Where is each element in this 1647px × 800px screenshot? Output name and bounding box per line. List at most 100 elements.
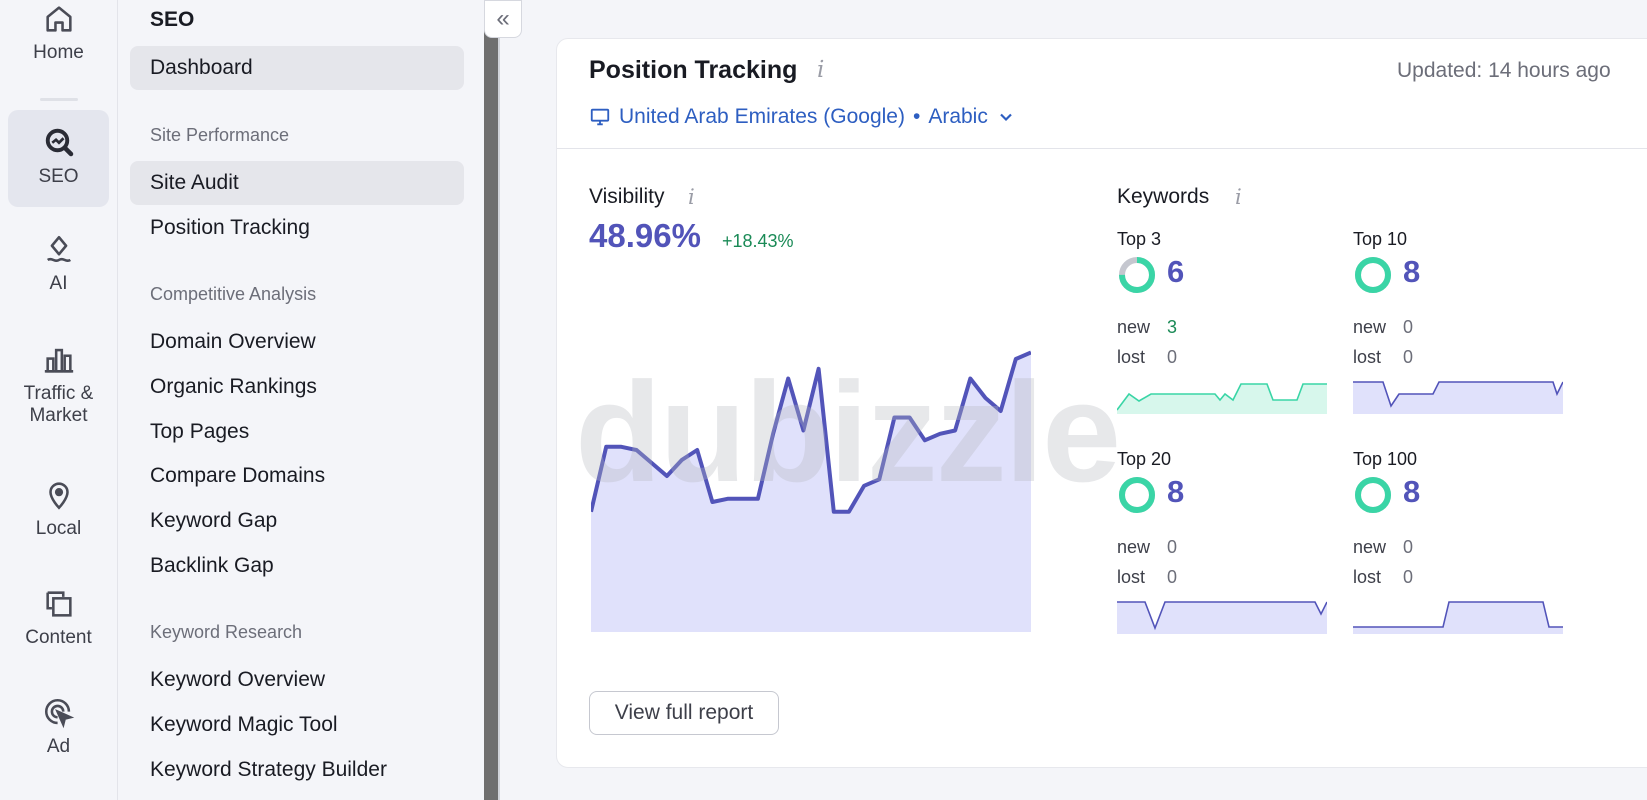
view-full-report-button[interactable]: View full report: [589, 691, 779, 735]
kw-group-top100[interactable]: Top 100 8 new 0 lost 0: [1353, 449, 1573, 649]
menu-item-keyword-gap[interactable]: Keyword Gap: [150, 509, 278, 532]
kw-lost-value: 0: [1167, 347, 1178, 367]
chevron-down-icon: [1000, 113, 1012, 122]
donut-fill: [1119, 477, 1155, 513]
splitter-border: [498, 0, 500, 800]
card-info-icon[interactable]: i: [817, 57, 825, 83]
kw-lost-value: 0: [1167, 567, 1178, 587]
kw-lost-row: lost 0: [1117, 567, 1177, 588]
donut-icon: [1355, 477, 1391, 513]
ai-icon: [46, 235, 71, 262]
nav-local[interactable]: Local: [8, 478, 109, 558]
kw-new-value: 0: [1167, 537, 1178, 557]
nav-seo-label: SEO: [38, 166, 79, 187]
menu-item-top-pages[interactable]: Top Pages: [150, 420, 250, 443]
visibility-area: [591, 352, 1031, 632]
nav-ad-label: Ad: [46, 736, 71, 757]
location-selector[interactable]: United Arab Emirates (Google) • Arabic: [589, 105, 1016, 129]
kw-count: 6: [1167, 254, 1185, 289]
menu-section-site-performance: Site Performance: [150, 125, 290, 145]
menu-item-keyword-magic-tool[interactable]: Keyword Magic Tool: [150, 713, 338, 736]
language-label: Arabic: [928, 105, 988, 128]
nav-home-label: Home: [33, 42, 84, 63]
nav-market-label: Market: [29, 405, 88, 426]
menu-item-site-audit[interactable]: Site Audit: [130, 161, 464, 205]
kw-count: 8: [1167, 474, 1185, 509]
desktop-icon: [590, 108, 610, 126]
kw-count: 8: [1403, 474, 1421, 509]
kw-group-top3[interactable]: Top 3 6 new 3 lost 0: [1117, 229, 1337, 429]
nav-home[interactable]: Home: [8, 2, 109, 90]
nav-ad[interactable]: Ad: [8, 696, 109, 776]
kw-sparkline: [1117, 601, 1327, 634]
collapse-menu-button[interactable]: «: [484, 0, 522, 38]
location-label: United Arab Emirates (Google): [619, 105, 905, 128]
nav-seo[interactable]: SEO: [8, 110, 109, 207]
visibility-info-icon[interactable]: i: [688, 185, 695, 209]
kw-group-title: Top 20: [1117, 449, 1172, 469]
kw-new-row: new 0: [1353, 537, 1413, 558]
kw-lost-label: lost: [1117, 347, 1146, 367]
kw-new-label: new: [1353, 537, 1387, 557]
menu-item-dashboard[interactable]: Dashboard: [130, 46, 464, 90]
nav-local-label: Local: [35, 518, 82, 539]
visibility-chart[interactable]: [591, 307, 1031, 632]
kw-lost-row: lost 0: [1117, 347, 1177, 368]
nav-traffic-label: Traffic &: [23, 383, 94, 404]
panel-splitter[interactable]: [484, 0, 498, 800]
card-separator: [557, 148, 1647, 149]
keywords-info-icon[interactable]: i: [1235, 185, 1242, 209]
kw-group-title: Top 10: [1353, 229, 1408, 249]
location-pin-icon: [48, 482, 69, 510]
kw-lost-label: lost: [1353, 347, 1382, 367]
home-icon: [45, 6, 72, 32]
kw-lost-row: lost 0: [1353, 567, 1413, 588]
nav-traffic-market[interactable]: Traffic & Market: [8, 343, 109, 443]
menu-item-domain-overview[interactable]: Domain Overview: [150, 330, 316, 353]
menu-item-position-tracking[interactable]: Position Tracking: [150, 216, 310, 239]
kw-sparkline: [1353, 381, 1563, 414]
kw-new-row: new 0: [1117, 537, 1177, 558]
kw-lost-label: lost: [1117, 567, 1146, 587]
card-title[interactable]: Position Tracking: [589, 56, 798, 84]
kw-new-label: new: [1117, 317, 1151, 337]
kw-group-top20[interactable]: Top 20 8 new 0 lost 0: [1117, 449, 1337, 649]
menu-item-backlink-gap[interactable]: Backlink Gap: [150, 554, 274, 577]
visibility-delta: +18.43%: [722, 231, 794, 251]
donut-icon: [1119, 477, 1155, 513]
double-chevron-left-icon: «: [496, 5, 510, 32]
kw-group-top10[interactable]: Top 10 8 new 0 lost 0: [1353, 229, 1573, 429]
ad-target-icon: [44, 699, 74, 729]
menu-item-keyword-overview[interactable]: Keyword Overview: [150, 668, 326, 691]
donut-icon: [1119, 257, 1155, 293]
kw-new-value: 3: [1167, 317, 1178, 337]
bar-chart-icon: [44, 348, 73, 373]
visibility-value: 48.96%: [589, 217, 701, 254]
kw-new-value: 0: [1403, 537, 1414, 557]
donut-fill: [1119, 257, 1155, 293]
kw-lost-value: 0: [1403, 347, 1414, 367]
kw-sparkline: [1353, 601, 1563, 634]
menu-item-organic-rankings[interactable]: Organic Rankings: [150, 375, 317, 398]
nav-content[interactable]: Content: [8, 587, 109, 667]
kw-lost-value: 0: [1403, 567, 1414, 587]
seo-menu: SEO Dashboard Site Performance Site Audi…: [118, 0, 484, 800]
kw-lost-row: lost 0: [1353, 347, 1413, 368]
nav-ai[interactable]: AI: [8, 233, 109, 313]
kw-group-title: Top 3: [1117, 229, 1162, 249]
nav-content-label: Content: [25, 627, 92, 648]
kw-new-label: new: [1117, 537, 1151, 557]
kw-lost-label: lost: [1353, 567, 1382, 587]
updated-timestamp: Updated: 14 hours ago: [1397, 59, 1611, 82]
visibility-line: [591, 350, 1031, 514]
donut-fill: [1355, 477, 1391, 513]
menu-title: SEO: [150, 8, 195, 31]
menu-item-compare-domains[interactable]: Compare Domains: [150, 464, 326, 487]
keywords-label: Keywords: [1117, 185, 1210, 208]
content-icon: [45, 591, 72, 617]
kw-count: 8: [1403, 254, 1421, 289]
kw-new-row: new 0: [1353, 317, 1413, 338]
rail-divider: [40, 98, 78, 101]
menu-item-keyword-strategy-builder[interactable]: Keyword Strategy Builder: [150, 758, 387, 781]
app-nav-rail: Home SEO AI Traffic & Market Local Conte…: [0, 0, 118, 800]
